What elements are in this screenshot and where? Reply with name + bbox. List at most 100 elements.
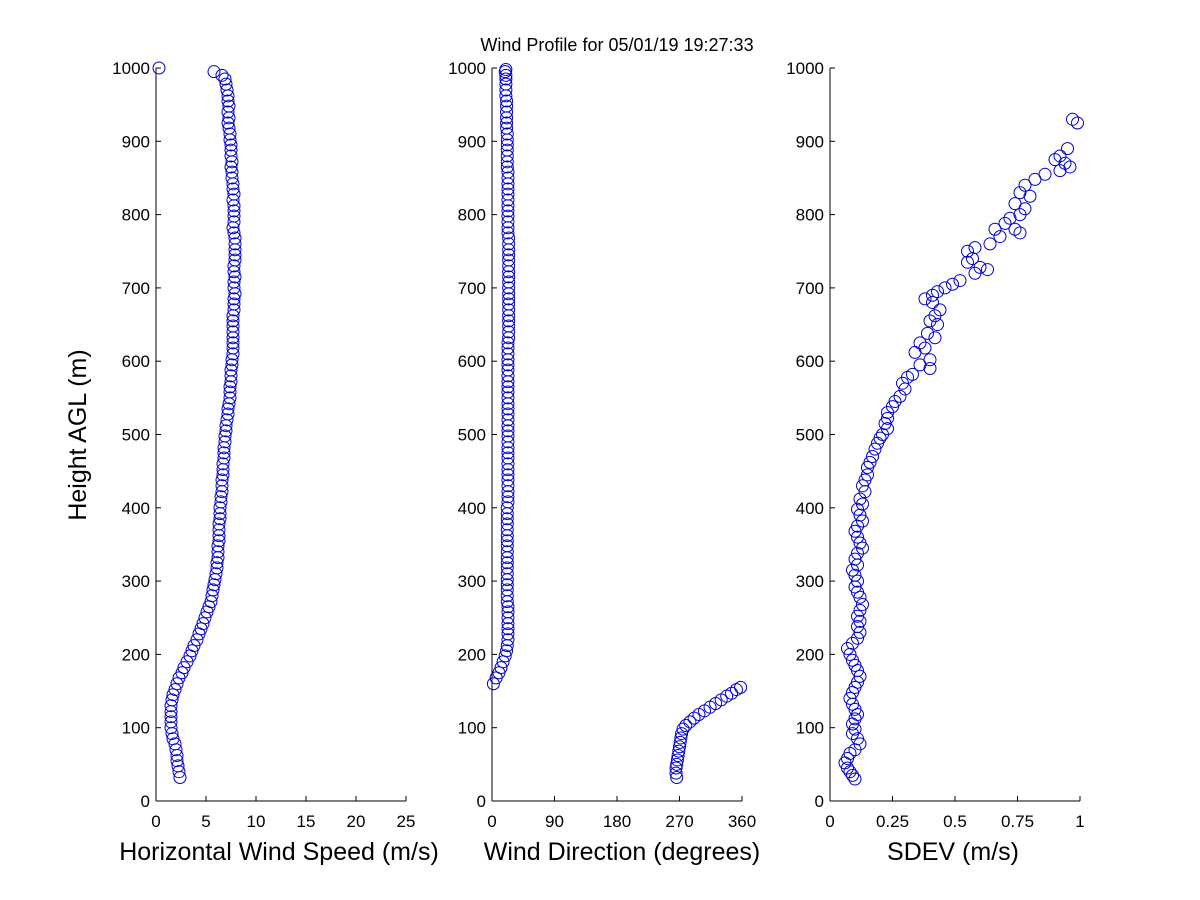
x-tick-label: 20 xyxy=(347,812,366,831)
data-point xyxy=(670,753,684,767)
data-point xyxy=(500,138,514,152)
data-point xyxy=(893,389,907,403)
data-point xyxy=(500,534,514,548)
data-point xyxy=(923,353,937,367)
data-point xyxy=(848,772,862,786)
data-point xyxy=(219,419,233,433)
data-point xyxy=(220,413,234,427)
data-point xyxy=(926,296,939,310)
data-point xyxy=(221,116,235,130)
y-tick-label: 0 xyxy=(141,792,150,811)
data-point xyxy=(502,259,516,273)
data-point xyxy=(223,391,237,405)
data-point xyxy=(224,160,238,174)
data-point xyxy=(501,485,515,499)
data-point xyxy=(918,292,932,306)
data-point xyxy=(993,230,1007,244)
data-point xyxy=(500,639,514,653)
data-point xyxy=(225,353,239,367)
data-point xyxy=(209,567,223,581)
data-point xyxy=(500,523,514,537)
data-point xyxy=(220,83,234,97)
data-point xyxy=(841,642,854,656)
data-point xyxy=(671,749,685,763)
x-tick-label: 1 xyxy=(1075,812,1084,831)
data-point xyxy=(851,502,864,516)
data-point xyxy=(501,446,515,460)
data-point xyxy=(213,501,227,515)
data-point xyxy=(501,633,515,647)
y-tick-label: 200 xyxy=(122,645,150,664)
data-point xyxy=(501,463,515,477)
data-point xyxy=(224,369,238,383)
data-point xyxy=(502,309,516,323)
data-point xyxy=(853,625,867,639)
wind-direction-panel: 0 100 200 300 400 500 600 700 800 900 1000 0 90 180 27… xyxy=(448,59,756,831)
data-point xyxy=(846,727,859,741)
x-axis-label-sdev: SDEV (m/s) xyxy=(887,838,1019,866)
data-point xyxy=(215,68,229,82)
data-point xyxy=(981,263,994,277)
data-point xyxy=(221,89,235,103)
y-tick-label: 500 xyxy=(796,426,824,445)
y-tick-label: 700 xyxy=(796,279,824,298)
data-point xyxy=(500,512,514,526)
data-point xyxy=(499,72,513,86)
data-point xyxy=(926,288,939,302)
data-point xyxy=(1063,160,1077,174)
data-point xyxy=(228,270,242,284)
data-point xyxy=(165,727,179,741)
data-point xyxy=(501,611,515,625)
data-point xyxy=(214,490,228,504)
data-point xyxy=(1003,211,1017,225)
data-point xyxy=(226,177,240,191)
data-point xyxy=(501,490,515,504)
data-point xyxy=(221,402,235,416)
y-tick-label: 800 xyxy=(796,206,824,225)
data-point xyxy=(501,369,515,383)
y-tick-label: 400 xyxy=(796,499,824,518)
data-point xyxy=(502,287,516,301)
data-point xyxy=(673,740,686,754)
data-point xyxy=(500,155,514,169)
data-point xyxy=(669,761,683,775)
data-point xyxy=(913,336,927,350)
data-point xyxy=(1028,172,1042,186)
data-point xyxy=(216,468,230,482)
data-point xyxy=(223,380,237,394)
data-point xyxy=(228,237,242,251)
data-point xyxy=(500,94,514,108)
y-tick-label: 400 xyxy=(458,499,486,518)
data-point xyxy=(226,331,240,345)
data-point xyxy=(669,766,683,780)
y-tick-label: 100 xyxy=(122,719,150,738)
data-point xyxy=(219,424,233,438)
data-point xyxy=(1013,208,1027,222)
data-point xyxy=(221,105,235,119)
y-tick-label: 400 xyxy=(122,499,150,518)
data-point xyxy=(183,649,197,663)
data-point xyxy=(501,380,515,394)
y-tick-label: 300 xyxy=(122,572,150,591)
data-point xyxy=(218,72,232,86)
data-point xyxy=(946,277,959,291)
data-point xyxy=(499,68,513,82)
data-point xyxy=(923,362,937,376)
data-point xyxy=(500,595,514,609)
data-point xyxy=(500,501,514,515)
y-axis-label: Height AGL (m) xyxy=(64,349,92,520)
x-tick-label: 0.5 xyxy=(943,812,967,831)
data-point xyxy=(164,710,178,724)
data-point xyxy=(211,545,225,559)
data-point xyxy=(226,193,240,207)
data-point xyxy=(500,133,514,147)
data-point xyxy=(227,199,241,213)
data-point xyxy=(223,133,237,147)
data-point xyxy=(207,578,221,592)
data-point xyxy=(866,449,879,463)
data-point xyxy=(164,699,178,713)
data-point xyxy=(170,749,184,763)
data-point xyxy=(670,771,684,785)
data-point xyxy=(851,558,864,572)
data-point xyxy=(225,358,239,372)
